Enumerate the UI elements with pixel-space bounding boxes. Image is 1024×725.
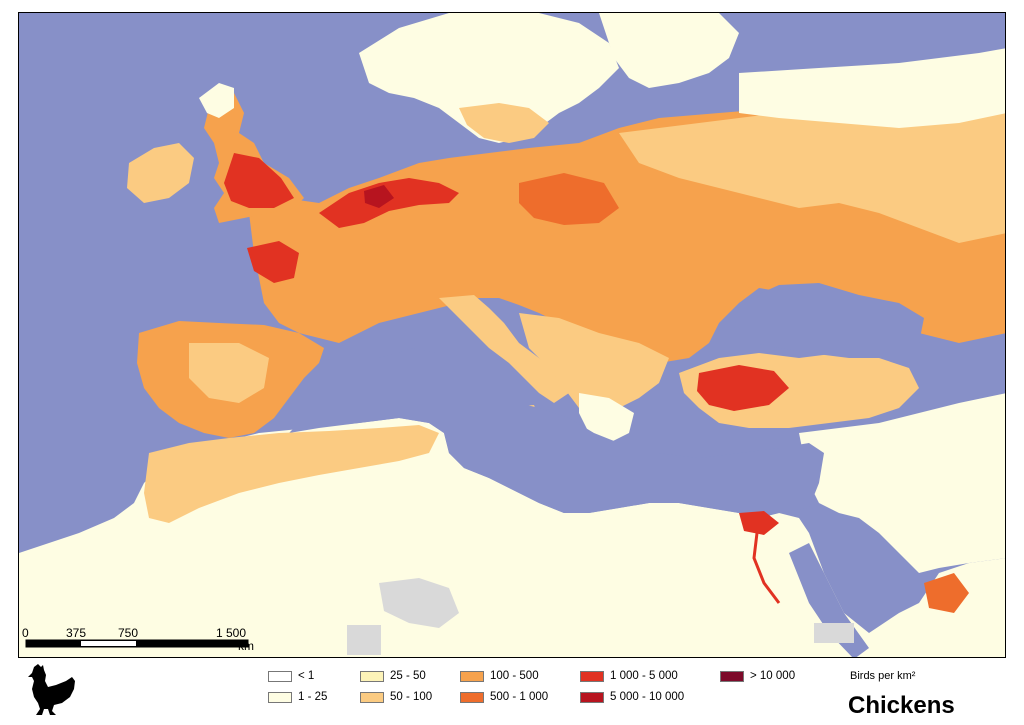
legend-swatch bbox=[360, 670, 384, 682]
legend-swatch bbox=[720, 670, 744, 682]
legend-label: 500 - 1 000 bbox=[490, 691, 549, 703]
nile-delta bbox=[739, 511, 779, 535]
scale-tick-1500: 1 500 bbox=[216, 626, 247, 640]
scandinavia-land bbox=[359, 13, 619, 143]
scale-labels: 0 375 750 1 500 km bbox=[18, 626, 318, 656]
legend: < 1 1 - 25 25 - 50 50 - 100 100 - 500 50… bbox=[268, 668, 828, 718]
italy-land bbox=[439, 295, 569, 403]
legend-label: 1 - 25 bbox=[298, 691, 328, 703]
scale-bar bbox=[25, 639, 249, 648]
russia-cream-region bbox=[739, 48, 1005, 128]
legend-units: Birds per km² bbox=[850, 670, 916, 682]
legend-swatch bbox=[360, 691, 384, 703]
scale-tick-0: 0 bbox=[22, 626, 29, 640]
legend-label: 25 - 50 bbox=[390, 670, 426, 682]
map-canvas bbox=[19, 13, 1005, 657]
legend-swatch bbox=[580, 691, 604, 703]
legend-item: 1 - 25 bbox=[268, 691, 327, 703]
legend-item: 25 - 50 bbox=[360, 670, 426, 682]
nodata-patch-3 bbox=[814, 623, 854, 643]
balkans-land bbox=[519, 313, 669, 418]
legend-item: 500 - 1 000 bbox=[460, 691, 548, 703]
black-sea bbox=[734, 283, 924, 358]
scale-unit: km bbox=[238, 639, 254, 653]
iberia-light-region bbox=[189, 343, 269, 403]
nodata-patch-1 bbox=[347, 625, 381, 655]
nile-valley bbox=[752, 532, 781, 604]
uk-dense-region bbox=[224, 153, 294, 208]
legend-label: > 10 000 bbox=[750, 670, 796, 682]
benelux-dense-region bbox=[319, 178, 459, 228]
legend-swatch bbox=[268, 691, 292, 703]
scale-tick-375: 375 bbox=[66, 626, 87, 640]
map-title: Chickens bbox=[848, 692, 955, 719]
legend-swatch bbox=[580, 670, 604, 682]
legend-item: 100 - 500 bbox=[460, 670, 539, 682]
ireland-land bbox=[127, 143, 194, 203]
nodata-patch-2 bbox=[379, 578, 459, 628]
chicken-silhouette-icon bbox=[28, 664, 75, 715]
scotland-land bbox=[199, 83, 234, 118]
arabia-orange-patch bbox=[924, 573, 969, 613]
legend-swatch bbox=[268, 670, 292, 682]
legend-item: > 10 000 bbox=[720, 670, 795, 682]
poland-dense-region bbox=[519, 173, 619, 225]
legend-swatch bbox=[460, 670, 484, 682]
legend-item: 5 000 - 10 000 bbox=[580, 691, 684, 703]
scale-tick-750: 750 bbox=[118, 626, 139, 640]
map-frame bbox=[18, 12, 1006, 658]
legend-label: < 1 bbox=[298, 670, 315, 682]
mediterranean-sea bbox=[289, 348, 824, 518]
finland-land bbox=[599, 13, 739, 88]
netherlands-very-dense bbox=[364, 185, 394, 208]
legend-label: 5 000 - 10 000 bbox=[610, 691, 685, 703]
middle-east-land bbox=[799, 393, 1005, 573]
legend-label: 1 000 - 5 000 bbox=[610, 670, 678, 682]
legend-item: 1 000 - 5 000 bbox=[580, 670, 678, 682]
maghreb-band bbox=[144, 425, 439, 523]
legend-label: 50 - 100 bbox=[390, 691, 433, 703]
turkey-dense-region bbox=[697, 365, 789, 411]
legend-swatch bbox=[460, 691, 484, 703]
southern-sweden bbox=[459, 103, 549, 143]
legend-item: 50 - 100 bbox=[360, 691, 432, 703]
legend-item: < 1 bbox=[268, 670, 314, 682]
greece-land bbox=[579, 393, 634, 443]
legend-label: 100 - 500 bbox=[490, 670, 539, 682]
brittany-dense-region bbox=[247, 241, 299, 283]
